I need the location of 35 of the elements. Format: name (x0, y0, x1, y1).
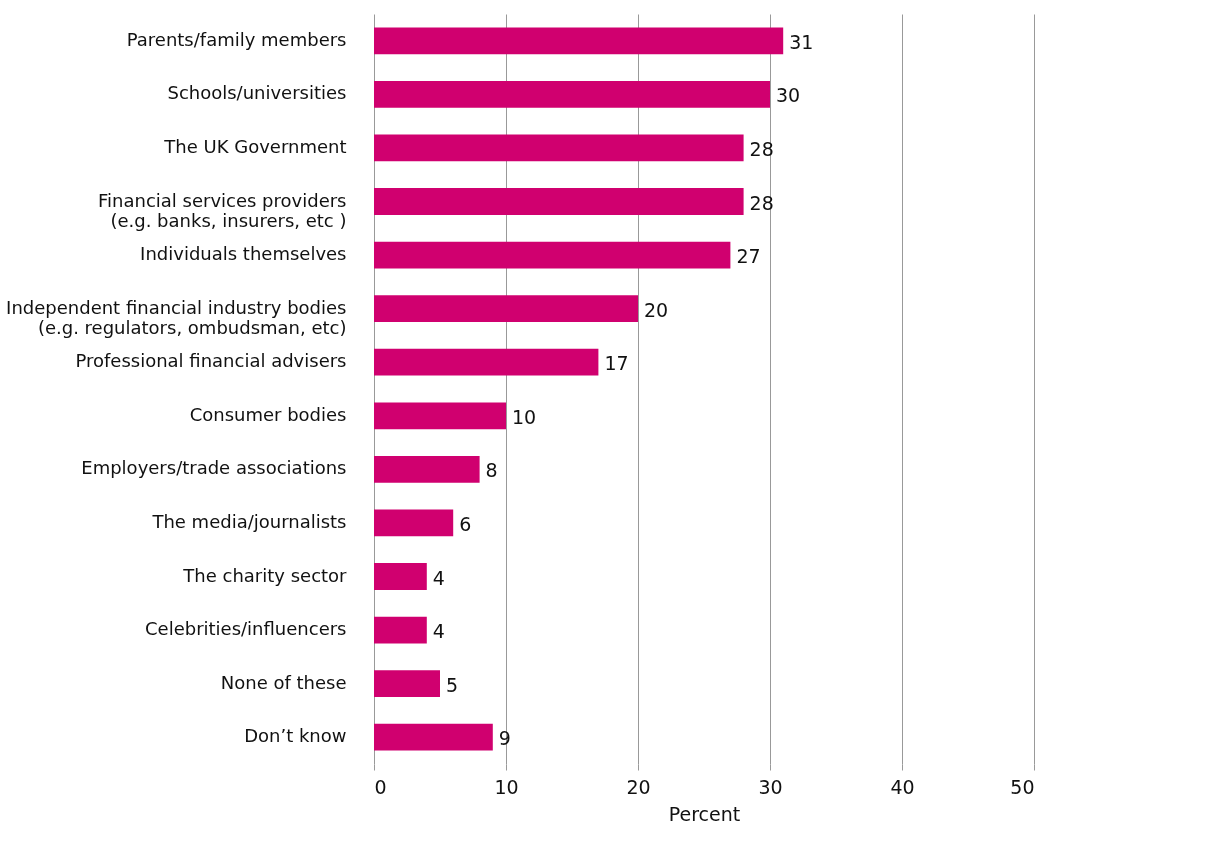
data-label: 8 (485, 459, 498, 482)
y-tick-label: The charity sector (182, 564, 348, 586)
x-tick-label: 40 (890, 775, 915, 798)
y-tick-label: Consumer bodies (189, 403, 347, 425)
x-tick-label: 30 (758, 775, 783, 798)
data-label: 30 (776, 84, 801, 107)
data-label: 10 (512, 405, 537, 428)
data-label: 28 (749, 191, 774, 214)
data-label: 9 (498, 727, 511, 750)
y-tick-label: Parents/family members (126, 28, 347, 50)
y-tick-label: Employers/trade associations (81, 457, 347, 479)
y-tick-label: Professional financial advisers (75, 350, 347, 372)
x-tick-label: 50 (1010, 775, 1035, 798)
data-label: 5 (446, 673, 459, 696)
data-label: 27 (736, 245, 761, 268)
y-tick-label: None of these (220, 671, 347, 693)
data-label: 31 (789, 30, 814, 53)
y-tick-label: Financial services providers (e.g. banks, insurers, etc ) (98, 189, 347, 231)
y-tick-label: Celebrities/influencers (144, 618, 347, 640)
y-tick-label: Individuals themselves (140, 243, 347, 265)
data-label: 4 (432, 566, 445, 589)
y-tick-label: The media/journalists (151, 510, 347, 532)
data-label: 20 (644, 298, 669, 321)
data-label: 6 (459, 512, 472, 535)
x-tick-label: 10 (494, 775, 519, 798)
x-tick-label: 0 (374, 775, 387, 798)
y-tick-label: Don’t know (244, 725, 347, 747)
x-tick-label: 20 (626, 775, 651, 798)
y-tick-label: The UK Government (163, 135, 347, 157)
data-label: 17 (604, 352, 629, 375)
data-label: 4 (432, 620, 445, 643)
y-tick-label: Schools/universities (167, 82, 347, 104)
data-label: 28 (749, 137, 774, 160)
x-axis-title: Percent (668, 802, 741, 825)
y-tick-label: Independent financial industry bodies (e.g. regulators, ombudsman, etc) (6, 296, 347, 338)
